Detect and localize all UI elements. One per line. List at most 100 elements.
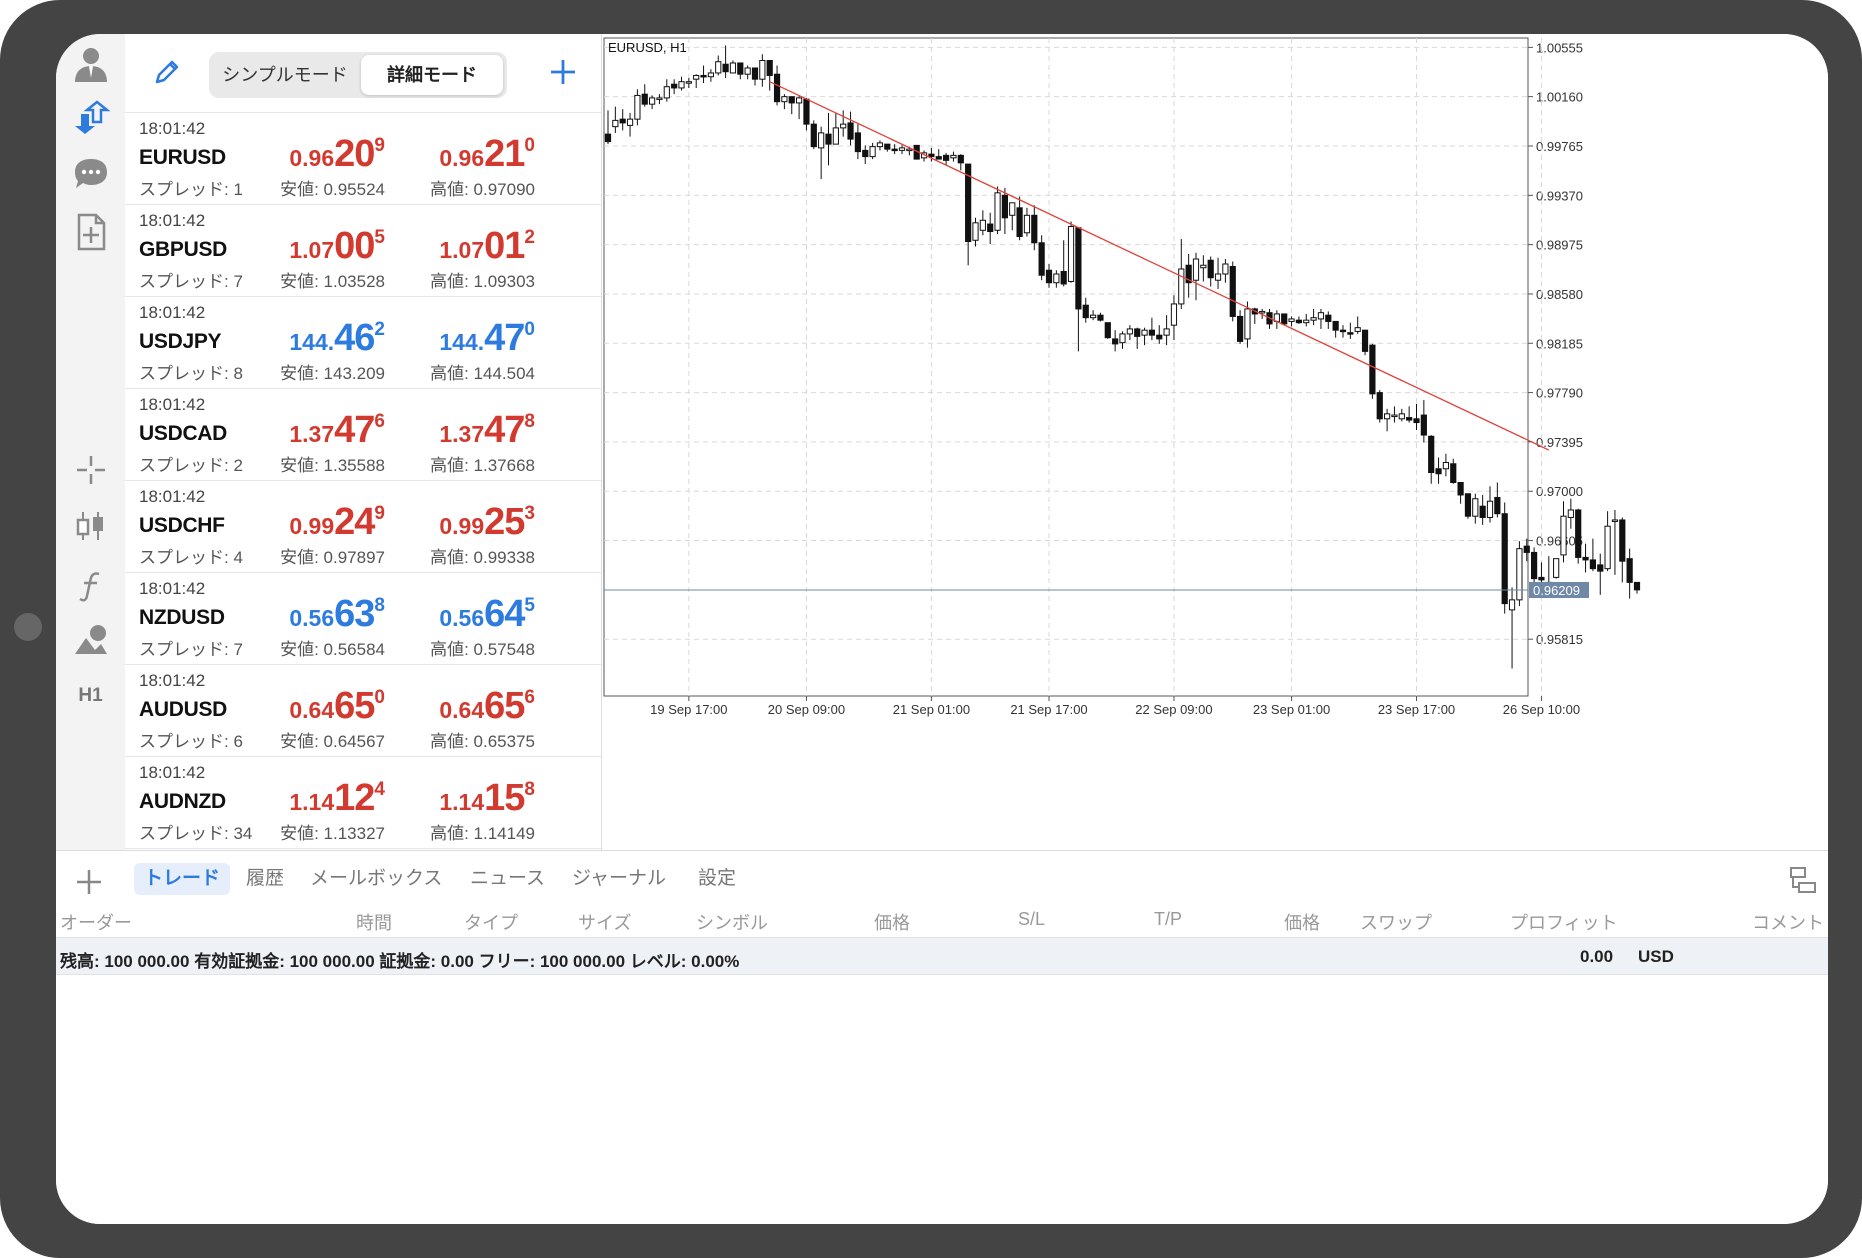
tab-news[interactable]: ニュース [470, 868, 546, 889]
col-order[interactable]: オーダー [60, 913, 132, 933]
chart-type-icon[interactable] [56, 500, 125, 552]
candle-bear[interactable] [1347, 332, 1354, 335]
candle-bull[interactable] [1398, 413, 1405, 420]
ask-price[interactable]: 144.470 [415, 317, 535, 360]
candle-bear[interactable] [1339, 329, 1347, 333]
candle-bear[interactable] [1075, 227, 1082, 310]
candle-bull[interactable] [1317, 312, 1325, 320]
chat-icon[interactable] [56, 148, 125, 200]
candle-bull[interactable] [1310, 317, 1317, 321]
candle-bear[interactable] [1156, 334, 1163, 340]
candle-bear[interactable] [1435, 468, 1442, 475]
candle-bear[interactable] [1001, 194, 1008, 219]
candle-bull[interactable] [1053, 273, 1060, 284]
candle-bear[interactable] [1589, 559, 1596, 570]
candle-bear[interactable] [1501, 513, 1508, 605]
candle-bull[interactable] [1384, 413, 1391, 420]
candle-bull[interactable] [1553, 558, 1560, 578]
candle-bull[interactable] [1192, 258, 1200, 281]
candle-bear[interactable] [1494, 496, 1501, 515]
candle-bear[interactable] [1428, 435, 1435, 474]
bid-price[interactable]: 1.07005 [265, 225, 385, 268]
candle-bull[interactable] [898, 147, 906, 151]
candle-bear[interactable] [810, 123, 817, 148]
candle-bear[interactable] [1582, 556, 1589, 561]
candle-bear[interactable] [1082, 304, 1089, 319]
candle-bear[interactable] [751, 67, 759, 80]
candle-bear[interactable] [1479, 505, 1486, 518]
candle-bear[interactable] [1097, 314, 1104, 321]
bid-price[interactable]: 144.462 [265, 317, 385, 360]
candle-bear[interactable] [1626, 558, 1633, 583]
candle-bear[interactable] [1060, 270, 1067, 285]
tab-mailbox[interactable]: メールボックス [310, 868, 443, 889]
col-profit[interactable]: プロフィット [1510, 913, 1618, 933]
simple-mode-tab[interactable]: シンプルモード [222, 65, 348, 85]
candle-bear[interactable] [1619, 519, 1626, 562]
candle-bull[interactable] [1303, 319, 1310, 324]
quote-row-usdchf[interactable]: 18:01:42 USDCHF スプレッド: 4 0.99249 0.99253 安値: … [125, 480, 601, 572]
candle-bear[interactable] [766, 59, 773, 76]
candle-bear[interactable] [862, 149, 869, 158]
candle-bull[interactable] [1141, 329, 1148, 336]
candle-bear[interactable] [1361, 329, 1369, 352]
candle-bear[interactable] [604, 133, 612, 143]
candle-bear[interactable] [957, 154, 964, 164]
candle-bull[interactable] [1472, 498, 1479, 517]
candle-bear[interactable] [1104, 322, 1111, 339]
candle-bull[interactable] [818, 132, 825, 149]
candle-bear[interactable] [847, 122, 854, 140]
candle-bear[interactable] [1523, 545, 1530, 553]
candle-bear[interactable] [943, 154, 950, 161]
edit-pencil-icon[interactable] [147, 52, 187, 92]
candle-bear[interactable] [1295, 319, 1302, 324]
candle-bear[interactable] [1229, 265, 1236, 317]
candle-bull[interactable] [715, 61, 722, 74]
detail-mode-tab[interactable]: 詳細モード [361, 55, 503, 95]
candle-bear[interactable] [671, 83, 678, 89]
candle-bull[interactable] [707, 72, 715, 78]
candle-bull[interactable] [1009, 202, 1016, 216]
candle-bear[interactable] [928, 153, 935, 158]
tab-history[interactable]: 履歴 [246, 868, 285, 889]
price-chart[interactable]: 1.00555 1.00160 0.99765 0.99370 0.98975 0.985… [602, 34, 1828, 850]
new-document-icon[interactable] [56, 206, 125, 258]
candle-bull[interactable] [781, 96, 788, 103]
candle-bull[interactable] [649, 97, 656, 105]
quote-row-usdcad[interactable]: 18:01:42 USDCAD スプレッド: 2 1.37476 1.37478 安値: … [125, 388, 601, 480]
candle-bull[interactable] [1391, 414, 1398, 418]
candle-bear[interactable] [1457, 481, 1464, 496]
tab-trade[interactable]: トレード [134, 863, 231, 895]
candle-bear[interactable] [1633, 581, 1641, 591]
candle-bear[interactable] [1207, 259, 1214, 279]
ask-price[interactable]: 0.99253 [415, 501, 535, 544]
candle-bear[interactable] [1376, 392, 1383, 420]
ask-price[interactable]: 1.14158 [415, 777, 535, 820]
candle-bear[interactable] [788, 96, 795, 104]
bid-price[interactable]: 1.14124 [265, 777, 385, 820]
quote-row-nzdusd[interactable]: 18:01:42 NZDUSD スプレッド: 7 0.56638 0.56645 安値: … [125, 572, 601, 664]
candle-bull[interactable] [678, 81, 685, 89]
candle-bear[interactable] [884, 143, 891, 150]
bid-price[interactable]: 0.99249 [265, 501, 385, 544]
candle-bear[interactable] [854, 132, 862, 153]
candle-bear[interactable] [1575, 509, 1582, 558]
candle-bear[interactable] [619, 118, 626, 124]
candle-bull[interactable] [1442, 462, 1449, 470]
candle-bear[interactable] [1148, 329, 1155, 336]
candle-bull[interactable] [1126, 328, 1133, 335]
candle-bear[interactable] [1332, 320, 1339, 331]
ask-price[interactable]: 1.37478 [415, 409, 535, 452]
candle-bear[interactable] [965, 163, 972, 243]
candle-bull[interactable] [1163, 328, 1170, 336]
candle-bear[interactable] [1325, 314, 1332, 322]
candle-bull[interactable] [1178, 268, 1185, 305]
candle-bear[interactable] [773, 73, 781, 103]
candle-bull[interactable] [1170, 303, 1178, 326]
tab-settings[interactable]: 設定 [698, 868, 737, 889]
col-swap[interactable]: スワップ [1360, 913, 1432, 933]
candle-bear[interactable] [1450, 463, 1457, 483]
candle-bear[interactable] [1281, 313, 1288, 325]
candle-bear[interactable] [1538, 576, 1545, 581]
candle-bull[interactable] [1611, 519, 1619, 522]
